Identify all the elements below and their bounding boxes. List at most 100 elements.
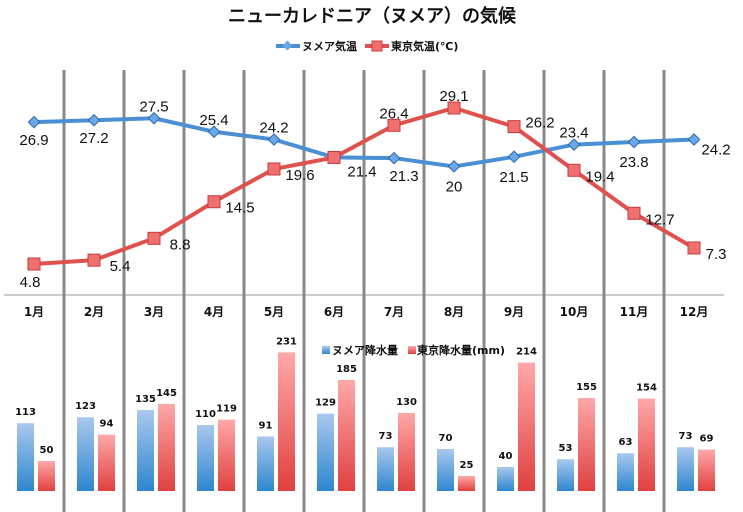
temp-data-label: 24.2	[259, 119, 288, 136]
bar-data-label: 110	[195, 409, 216, 420]
bar-tokyo-precip	[638, 398, 655, 491]
bar-data-label: 113	[15, 407, 36, 418]
temp-data-label: 27.5	[139, 98, 168, 115]
chart-title: ニューカレドニア（ヌメア）の気候	[228, 5, 517, 27]
bar-tokyo-precip	[218, 419, 235, 491]
bar-numea-precip	[557, 459, 574, 491]
legend-swatch-tokyo-precip	[408, 346, 416, 354]
temp-line-1	[33, 105, 696, 267]
temp-marker-tokyo	[507, 120, 521, 134]
bar-tokyo-precip	[38, 461, 55, 491]
bar-numea-precip	[317, 413, 334, 491]
bar-tokyo-precip	[98, 434, 115, 491]
bar-numea-precip	[197, 425, 214, 491]
bar-data-label: 145	[156, 388, 177, 399]
bar-data-label: 119	[216, 404, 237, 415]
legend-swatch-numea-precip	[322, 346, 330, 354]
temp-data-label: 27.2	[79, 130, 108, 147]
month-label: 11月	[620, 305, 649, 319]
bar-data-label: 40	[499, 451, 513, 462]
bar-data-label: 154	[636, 383, 657, 394]
bar-tokyo-precip	[398, 413, 415, 491]
bar-data-label: 73	[679, 431, 693, 442]
legend-marker-diamond	[282, 40, 293, 51]
temp-marker-numea	[147, 111, 161, 125]
bar-data-label: 130	[396, 397, 417, 408]
bar-data-label: 231	[276, 336, 297, 347]
temp-marker-numea	[507, 150, 521, 164]
bar-data-label: 91	[259, 420, 273, 431]
month-label: 4月	[204, 305, 224, 319]
bar-numea-precip	[617, 453, 634, 491]
bar-numea-precip	[257, 436, 274, 491]
bar-data-label: 50	[40, 445, 54, 456]
temp-data-label: 5.4	[110, 258, 131, 275]
bar-tokyo-precip	[458, 476, 475, 491]
temp-data-label: 7.3	[706, 246, 727, 263]
temp-marker-numea	[387, 151, 401, 165]
month-label: 7月	[384, 305, 404, 319]
temp-marker-numea	[267, 133, 281, 146]
temp-data-label: 21.3	[389, 168, 418, 185]
temp-marker-tokyo	[267, 162, 281, 176]
temp-marker-tokyo	[387, 118, 401, 132]
bar-numea-precip	[497, 467, 514, 491]
temp-data-label: 19.6	[285, 167, 314, 184]
legend-label-tokyo-precip: 東京降水量(mm)	[417, 343, 505, 357]
month-label: 2月	[84, 305, 104, 319]
temp-data-label: 14.5	[225, 200, 254, 217]
bar-legend: ヌメア降水量 東京降水量(mm)	[322, 343, 505, 357]
temp-marker-numea	[687, 133, 701, 146]
bar-tokyo-precip	[158, 404, 175, 491]
bar-tokyo-precip	[338, 380, 355, 491]
bar-data-label: 69	[700, 434, 714, 445]
temp-data-label: 25.4	[199, 112, 228, 129]
bar-numea-precip	[437, 449, 454, 491]
temp-data-label: 20	[446, 178, 463, 195]
temp-data-label: 21.5	[499, 169, 528, 186]
temp-data-label: 23.8	[619, 154, 648, 171]
temp-marker-tokyo	[27, 257, 41, 271]
bar-tokyo-precip	[278, 352, 295, 491]
month-label: 1月	[24, 305, 44, 319]
bar-numea-precip	[137, 410, 154, 491]
temp-marker-numea	[447, 160, 461, 173]
bar-data-label: 25	[460, 460, 474, 471]
bar-data-label: 129	[315, 398, 336, 409]
temp-data-label: 8.8	[170, 236, 191, 253]
temp-data-label: 21.4	[347, 163, 376, 180]
bar-data-label: 53	[559, 443, 573, 454]
temp-marker-numea	[567, 138, 581, 151]
temp-data-label: 23.4	[559, 125, 588, 142]
column-separators: 1月 2月 3月 4月 5月 6月 7月 8月 9月 10月 11月 12月	[24, 70, 709, 512]
temp-data-label: 24.2	[701, 141, 730, 158]
temp-marker-tokyo	[327, 150, 341, 164]
bar-data-label: 123	[75, 401, 96, 412]
temp-marker-tokyo	[447, 101, 461, 115]
bar-data-label: 135	[135, 394, 156, 405]
temp-marker-tokyo	[147, 231, 161, 245]
bar-numea-precip	[677, 447, 694, 491]
line-legend: ヌメア気温 東京気温(℃)	[276, 39, 458, 53]
month-label: 3月	[144, 305, 164, 319]
bar-numea-precip	[377, 447, 394, 491]
month-label: 12月	[680, 305, 709, 319]
temp-marker-numea	[87, 113, 101, 127]
temp-marker-numea	[27, 115, 41, 129]
legend-marker-square	[371, 40, 383, 52]
bar-tokyo-precip	[698, 449, 715, 491]
legend-label-tokyo-temp: 東京気温(℃)	[391, 39, 458, 53]
month-label: 8月	[444, 305, 464, 319]
month-label: 6月	[324, 305, 344, 319]
legend-label-numea-precip: ヌメア降水量	[332, 343, 398, 357]
temp-lines: 26.9 27.2 27.5 25.4 24.2 21.4 21.3 20 21.5 23.4 23…	[19, 88, 730, 291]
temp-marker-tokyo	[627, 206, 641, 220]
month-label: 10月	[560, 305, 589, 319]
temp-marker-tokyo	[567, 163, 581, 177]
bar-data-label: 155	[576, 382, 597, 393]
legend-label-numea-temp: ヌメア気温	[302, 39, 357, 53]
temp-data-label: 4.8	[20, 274, 41, 291]
temp-marker-tokyo	[87, 253, 101, 267]
month-label: 5月	[264, 305, 284, 319]
bar-data-label: 185	[336, 364, 357, 375]
